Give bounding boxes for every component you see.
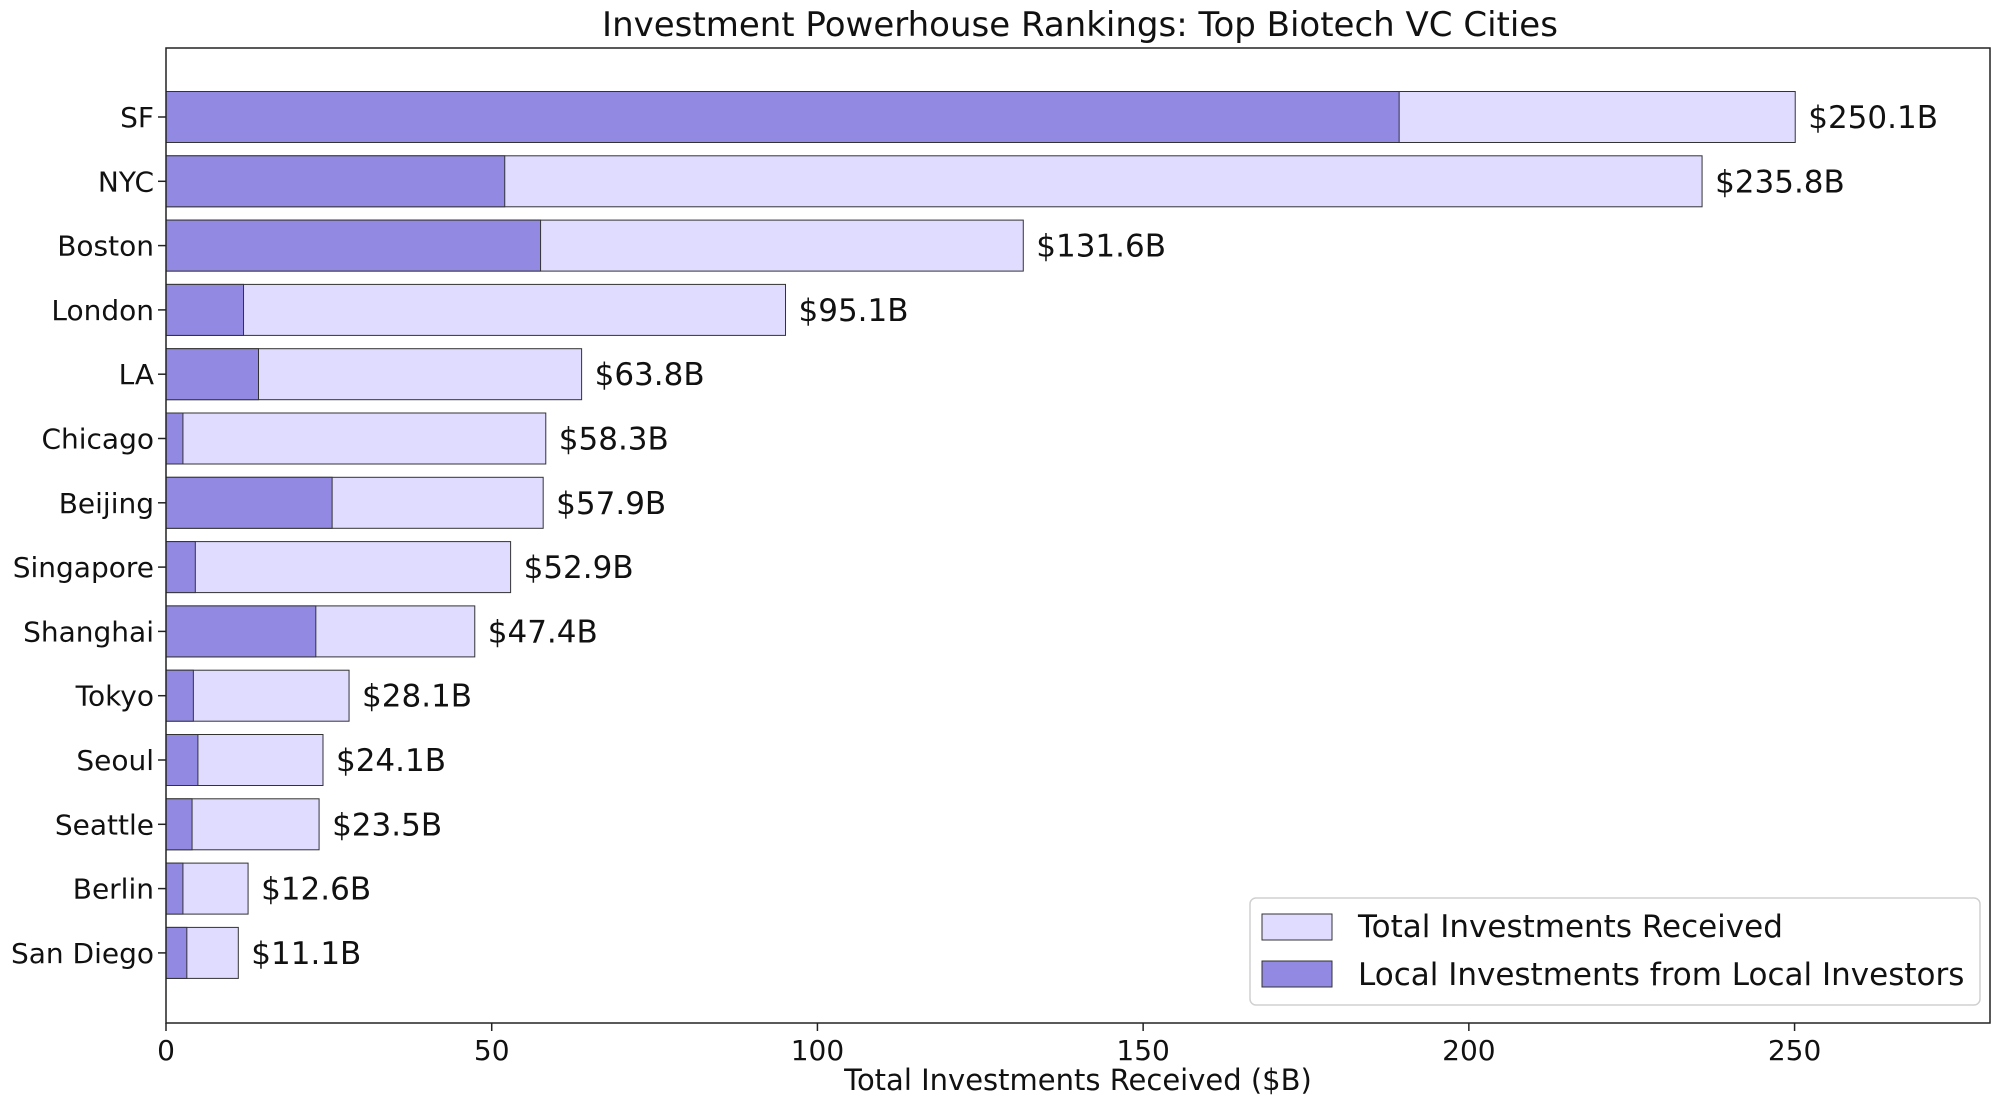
x-tick-label: 50 — [474, 1034, 510, 1067]
data-label: $52.9B — [524, 550, 634, 586]
bar-local — [165, 283, 245, 336]
bar-local — [165, 669, 194, 722]
y-tick-label: Shanghai — [23, 615, 154, 648]
y-tick-label: Tokyo — [75, 680, 154, 713]
y-tick-label: Berlin — [73, 873, 154, 906]
plot-frame — [165, 47, 1991, 1024]
bar-local — [165, 862, 184, 915]
y-tick-label: Boston — [57, 230, 154, 263]
chart-title: Investment Powerhouse Rankings: Top Biot… — [602, 5, 1558, 45]
y-tick-label: Beijing — [59, 487, 154, 520]
x-axis-ticks: 0 50 100 150 200 250 — [157, 1023, 1821, 1067]
data-label: $250.1B — [1808, 100, 1938, 136]
bars-layer — [165, 91, 1796, 979]
x-axis-label: Total Investments Received ($B) — [843, 1063, 1312, 1097]
legend: Total Investments Received Local Investm… — [1249, 897, 1981, 1006]
bar-total — [165, 283, 787, 336]
y-tick-label: San Diego — [11, 937, 154, 970]
y-tick-label: Seoul — [76, 744, 154, 777]
bar-local — [165, 798, 193, 851]
y-tick-label: NYC — [98, 165, 154, 198]
y-tick-label: Seattle — [55, 808, 154, 841]
bar-local — [165, 91, 1400, 143]
legend-label-local: Local Investments from Local Investors — [1358, 957, 1964, 993]
bar-total — [165, 669, 350, 722]
data-label: $11.1B — [251, 936, 361, 972]
y-tick-label: Singapore — [13, 551, 154, 584]
bar-total — [165, 412, 547, 465]
x-tick-label: 200 — [1442, 1034, 1495, 1067]
legend-frame — [1249, 897, 1981, 1006]
legend-label-total: Total Investments Received — [1357, 909, 1783, 945]
data-label: $57.9B — [556, 486, 666, 522]
x-tick-label: 0 — [157, 1034, 175, 1067]
bar-local — [165, 348, 260, 401]
data-label: $63.8B — [595, 357, 705, 393]
bar-local — [165, 605, 317, 658]
bar-local — [165, 219, 542, 272]
bar-total — [165, 541, 512, 594]
bar-local — [165, 734, 199, 786]
data-label: $23.5B — [332, 807, 442, 843]
data-label: $95.1B — [799, 293, 909, 329]
legend-swatch-total — [1261, 913, 1333, 941]
data-label: $28.1B — [362, 679, 472, 715]
data-label: $24.1B — [336, 743, 446, 779]
legend-swatch-local — [1261, 960, 1333, 988]
y-tick-label: London — [51, 294, 154, 327]
data-label: $47.4B — [488, 614, 598, 650]
y-tick-label: SF — [120, 101, 154, 134]
bar-local — [165, 541, 196, 594]
data-label: $12.6B — [261, 872, 371, 908]
bar-local — [165, 926, 188, 979]
category-labels: SF NYC Boston London LA Chicago Beijing Singapo… — [11, 101, 166, 970]
data-labels: $250.1B $235.8B $131.6B $95.1B $63.8B $58.3B $… — [251, 100, 1938, 972]
bar-local — [165, 412, 184, 465]
y-tick-label: Chicago — [41, 423, 154, 456]
x-tick-label: 150 — [1116, 1034, 1169, 1067]
bar-local — [165, 155, 506, 208]
y-tick-label: LA — [119, 358, 154, 391]
data-label: $235.8B — [1715, 164, 1845, 200]
x-tick-label: 100 — [791, 1034, 844, 1067]
x-tick-label: 250 — [1768, 1034, 1821, 1067]
data-label: $58.3B — [559, 422, 669, 458]
data-label: $131.6B — [1036, 229, 1166, 265]
bar-local — [165, 476, 333, 529]
